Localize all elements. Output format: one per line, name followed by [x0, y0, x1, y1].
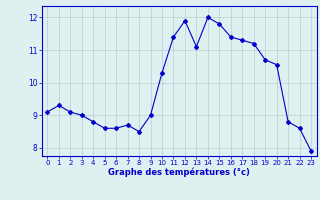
X-axis label: Graphe des températures (°c): Graphe des températures (°c)	[108, 168, 250, 177]
